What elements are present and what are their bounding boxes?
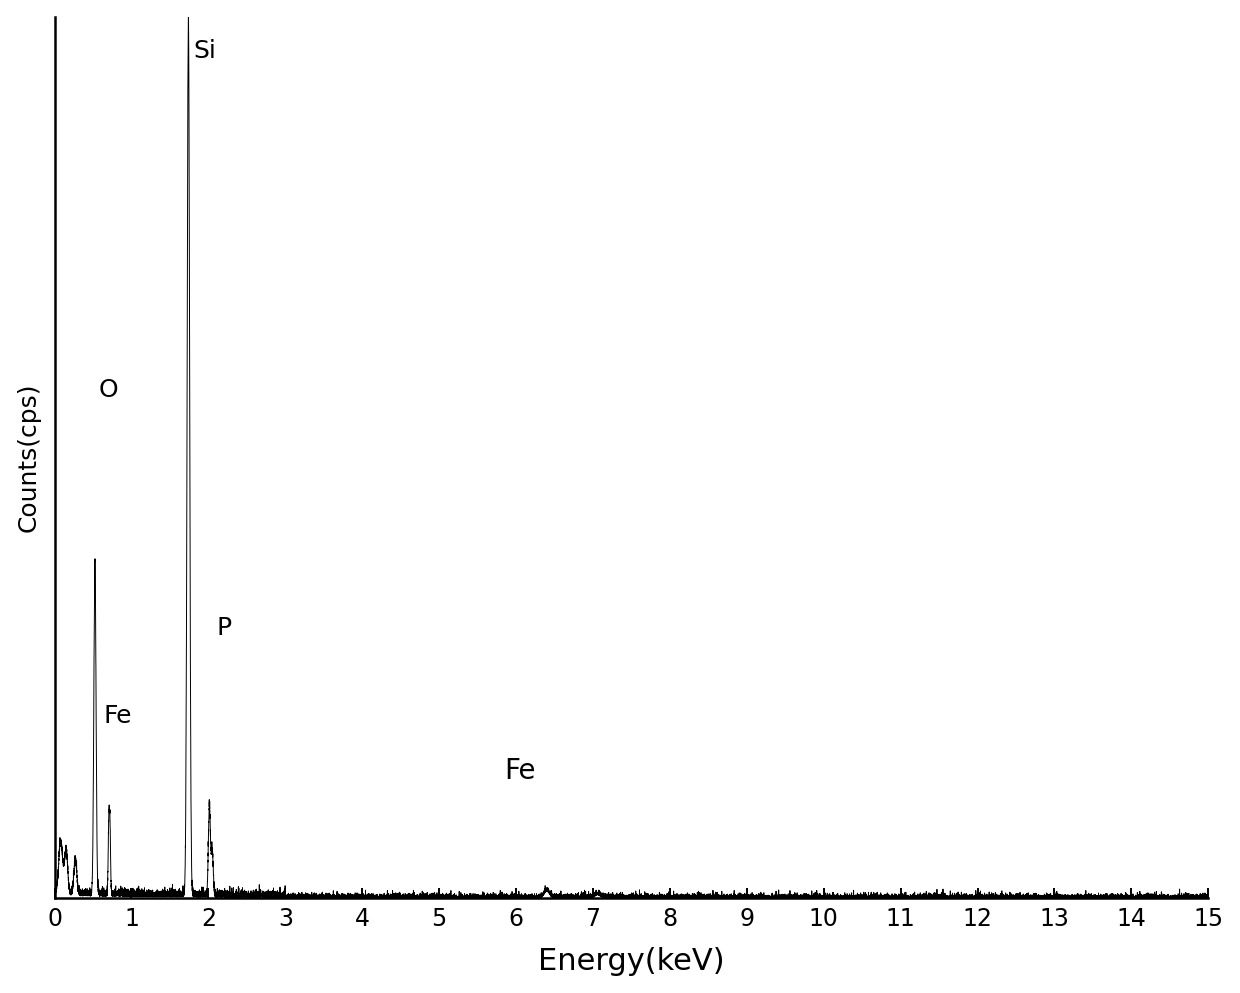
X-axis label: Energy(keV): Energy(keV)	[538, 947, 724, 976]
Text: Si: Si	[193, 39, 216, 63]
Text: Fe: Fe	[505, 758, 536, 785]
Text: O: O	[98, 378, 118, 402]
Y-axis label: Counts(cps): Counts(cps)	[16, 382, 41, 532]
Text: P: P	[216, 617, 231, 640]
Text: Fe: Fe	[103, 704, 131, 729]
